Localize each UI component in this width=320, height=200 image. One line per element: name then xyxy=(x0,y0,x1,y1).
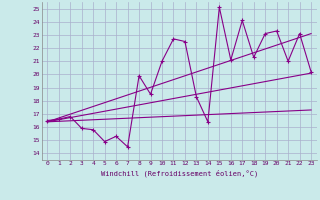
X-axis label: Windchill (Refroidissement éolien,°C): Windchill (Refroidissement éolien,°C) xyxy=(100,169,258,177)
